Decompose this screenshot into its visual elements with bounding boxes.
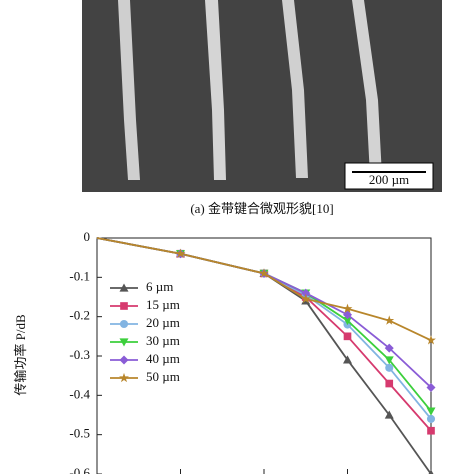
micrograph: 200 µm [82, 0, 442, 192]
marker [384, 315, 395, 325]
marker [342, 303, 353, 313]
legend-label: 50 µm [146, 369, 180, 384]
marker [175, 248, 186, 258]
marker [426, 407, 436, 416]
scale-bar-label: 200 µm [369, 172, 409, 187]
marker [384, 343, 394, 353]
marker [385, 363, 394, 372]
y-axis-label: 传输功率 P/dB [13, 314, 28, 396]
y-tick-label: -0.2 [69, 308, 90, 323]
marker [343, 310, 352, 320]
marker [301, 288, 311, 298]
marker [426, 335, 436, 345]
legend-marker [119, 283, 129, 292]
legend-label: 20 µm [146, 315, 180, 330]
legend-marker [119, 355, 129, 365]
y-tick-label: -0.6 [69, 465, 90, 474]
marker [384, 410, 394, 419]
y-tick-label: -0.3 [69, 347, 90, 362]
y-tick-label: 0 [84, 229, 91, 244]
legend-marker [119, 338, 129, 347]
marker [384, 356, 394, 365]
legend-marker [119, 372, 129, 383]
marker [343, 332, 352, 341]
marker [385, 379, 394, 388]
legend-label: 6 µm [146, 279, 173, 294]
plot-frame [96, 237, 432, 474]
marker [300, 293, 311, 304]
marker [426, 414, 436, 423]
legend-marker [120, 302, 128, 310]
marker [343, 355, 352, 364]
y-tick-label: -0.1 [69, 268, 90, 283]
legend-label: 40 µm [146, 351, 180, 366]
y-tick-label: -0.4 [69, 386, 90, 401]
marker [426, 382, 436, 392]
marker [427, 426, 435, 435]
y-tick-label: -0.5 [69, 426, 90, 441]
legend-label: 15 µm [146, 297, 180, 312]
legend-marker [119, 319, 129, 329]
marker [428, 469, 434, 474]
marker [343, 317, 352, 326]
marker [259, 268, 269, 278]
legend-label: 30 µm [146, 333, 180, 348]
caption: (a) 金带键合微观形貌[10] [190, 201, 333, 216]
